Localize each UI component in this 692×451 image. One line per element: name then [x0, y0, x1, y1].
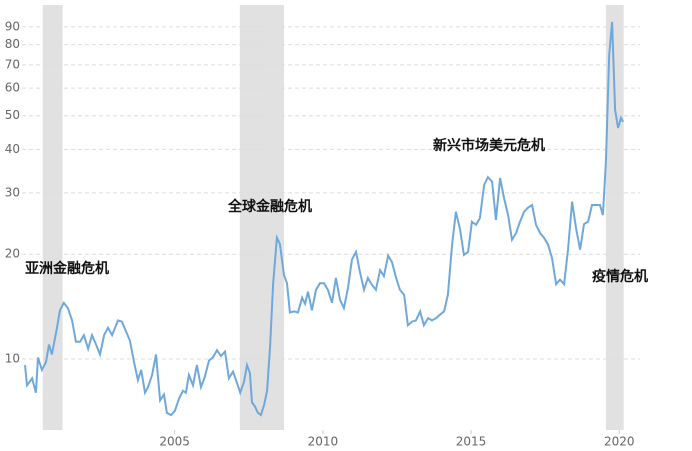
y-tick-label: 40 [5, 142, 20, 156]
y-tick-label: 80 [5, 37, 20, 51]
annotation: 疫情危机 [592, 268, 648, 285]
y-tick-label: 20 [5, 247, 20, 261]
y-tick-label: 10 [5, 351, 20, 365]
y-tick-label: 90 [5, 19, 20, 33]
y-tick-label: 70 [5, 57, 20, 71]
shaded-range [42, 5, 63, 430]
annotation: 新兴市场美元危机 [433, 137, 545, 154]
annotation: 亚洲金融危机 [25, 260, 109, 277]
x-tick-label: 2010 [308, 435, 339, 449]
x-tick-label: 2005 [159, 435, 190, 449]
x-tick-label: 2015 [456, 435, 487, 449]
annotation: 全球金融危机 [227, 198, 312, 215]
shaded-range [605, 5, 624, 430]
y-tick-label: 30 [5, 185, 20, 199]
y-tick-label: 60 [5, 81, 20, 95]
x-tick-label: 2020 [604, 435, 635, 449]
y-tick-label: 50 [5, 108, 20, 122]
line [24, 21, 624, 417]
